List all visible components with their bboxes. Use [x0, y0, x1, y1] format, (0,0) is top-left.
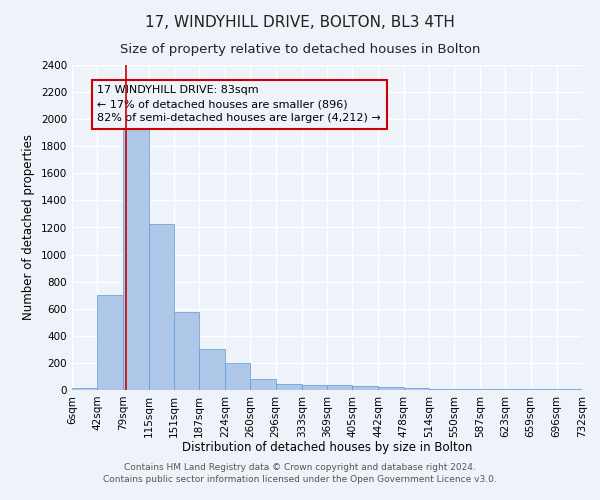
- Bar: [250, 379, 276, 390]
- Y-axis label: Number of detached properties: Number of detached properties: [22, 134, 35, 320]
- Text: Contains HM Land Registry data © Crown copyright and database right 2024.: Contains HM Land Registry data © Crown c…: [124, 464, 476, 472]
- Text: Contains public sector information licensed under the Open Government Licence v3: Contains public sector information licen…: [103, 475, 497, 484]
- Bar: [199, 348, 225, 390]
- Bar: [149, 224, 174, 390]
- Bar: [352, 386, 378, 390]
- Bar: [378, 388, 404, 390]
- Bar: [174, 312, 199, 390]
- Bar: [225, 363, 250, 390]
- Bar: [404, 388, 429, 390]
- X-axis label: Distribution of detached houses by size in Bolton: Distribution of detached houses by size …: [182, 441, 472, 454]
- Bar: [429, 388, 454, 390]
- Bar: [276, 384, 302, 390]
- Bar: [327, 386, 352, 390]
- Bar: [97, 295, 123, 390]
- Text: Size of property relative to detached houses in Bolton: Size of property relative to detached ho…: [120, 42, 480, 56]
- Bar: [72, 388, 97, 390]
- Bar: [302, 385, 327, 390]
- Text: 17 WINDYHILL DRIVE: 83sqm
← 17% of detached houses are smaller (896)
82% of semi: 17 WINDYHILL DRIVE: 83sqm ← 17% of detac…: [97, 86, 381, 124]
- Text: 17, WINDYHILL DRIVE, BOLTON, BL3 4TH: 17, WINDYHILL DRIVE, BOLTON, BL3 4TH: [145, 15, 455, 30]
- Bar: [123, 126, 149, 390]
